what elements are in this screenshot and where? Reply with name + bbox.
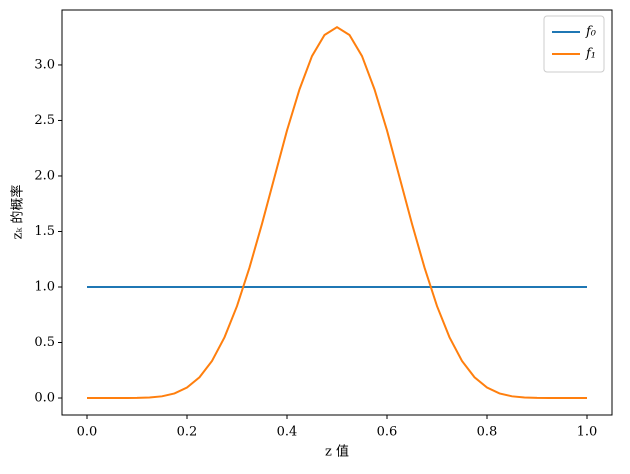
y-axis-label: zₖ 的概率 [10, 185, 26, 240]
y-tick-label: 1.0 [34, 279, 55, 294]
legend-label: f₁ [585, 47, 596, 62]
x-tick-label: 0.4 [277, 425, 298, 440]
plot-frame [61, 9, 613, 416]
x-tick-label: 0.6 [377, 425, 398, 440]
x-tick-label: 0.8 [477, 425, 498, 440]
legend-box [543, 15, 605, 73]
y-tick-label: 2.0 [34, 168, 55, 183]
y-tick-label: 0.0 [34, 391, 55, 406]
legend-label: f₀ [585, 25, 597, 40]
x-tick-label: 1.0 [577, 425, 598, 440]
series-line [87, 26, 587, 400]
y-tick-label: 1.5 [34, 224, 55, 239]
y-tick-label: 2.5 [34, 113, 55, 128]
x-tick-label: 0.0 [77, 425, 98, 440]
y-tick-label: 3.0 [34, 57, 55, 72]
x-tick-label: 0.2 [177, 425, 198, 440]
x-axis-label: z 值 [325, 444, 349, 460]
y-tick-label: 0.5 [34, 335, 55, 350]
